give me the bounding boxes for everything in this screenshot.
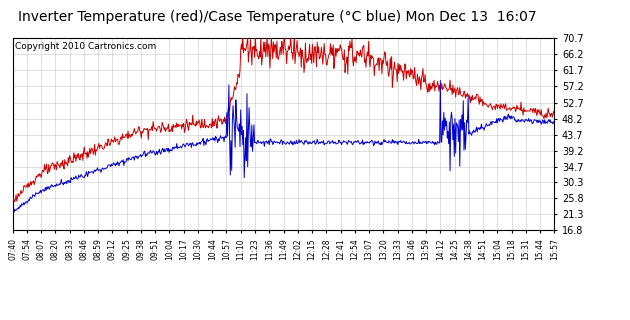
Text: Copyright 2010 Cartronics.com: Copyright 2010 Cartronics.com (15, 42, 157, 51)
Text: Inverter Temperature (red)/Case Temperature (°C blue) Mon Dec 13  16:07: Inverter Temperature (red)/Case Temperat… (18, 10, 537, 24)
